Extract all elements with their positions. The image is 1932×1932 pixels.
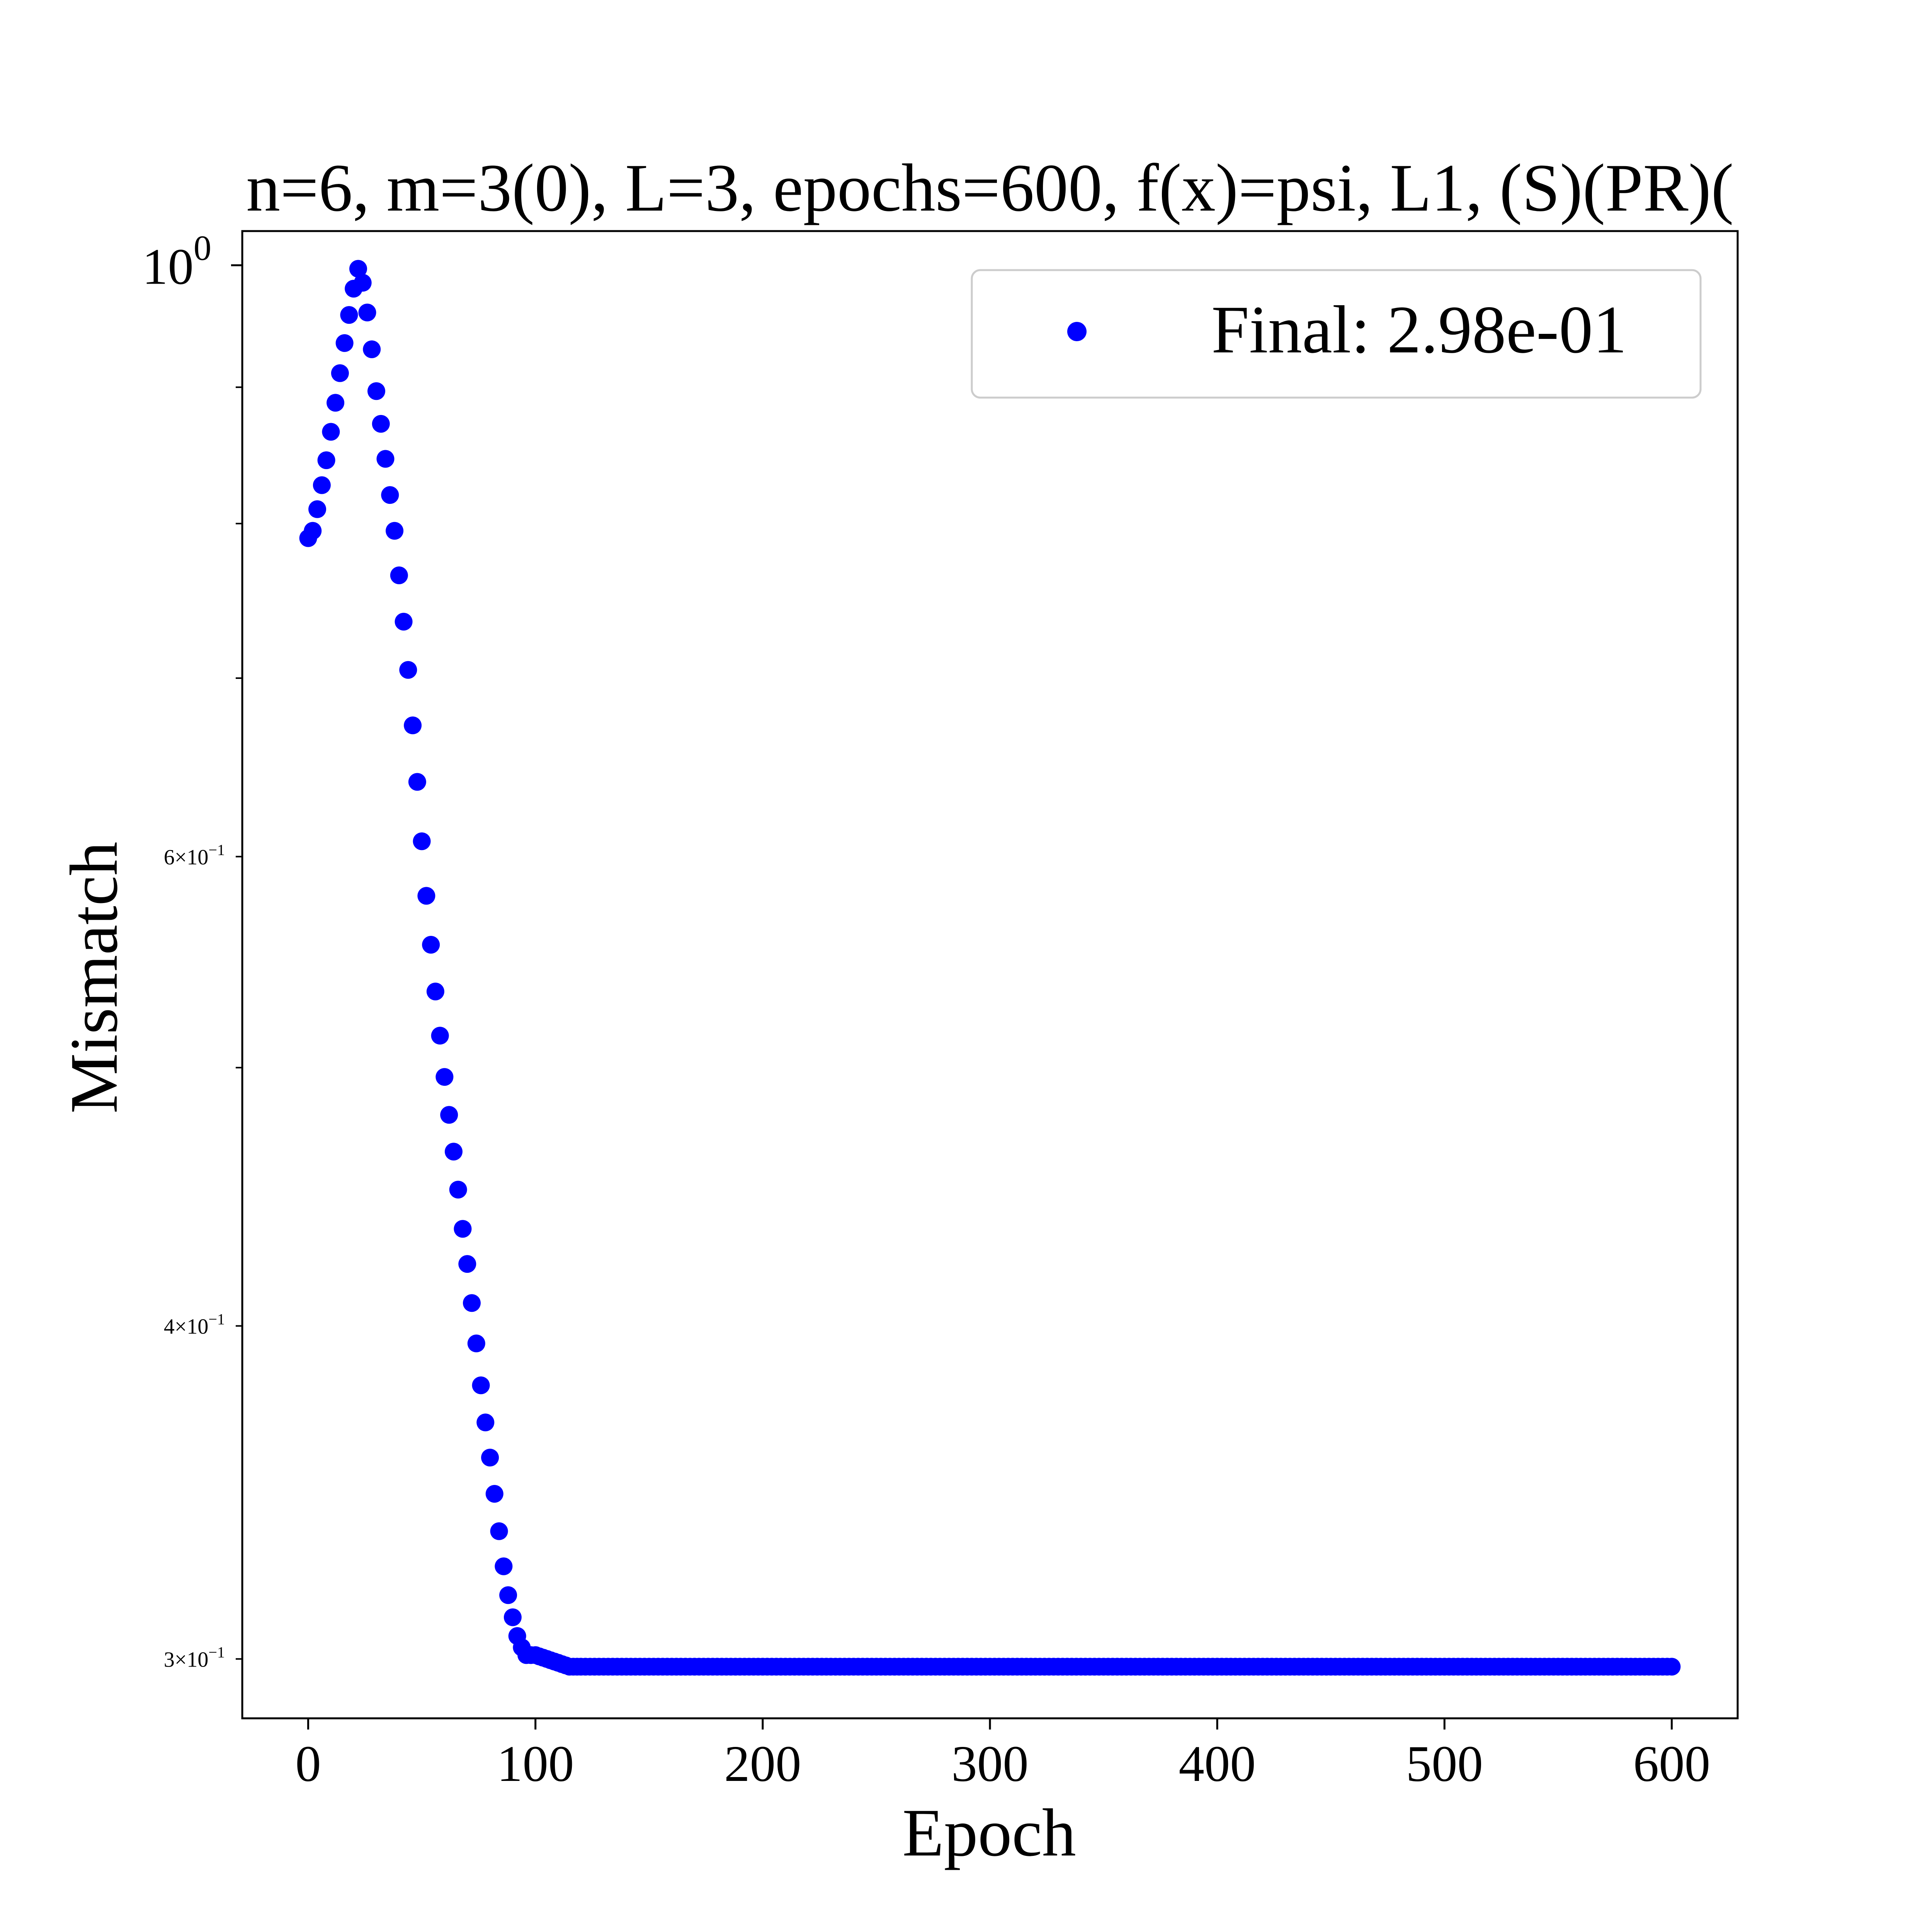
data-point (490, 1522, 508, 1540)
data-point (358, 303, 376, 321)
data-point (335, 334, 354, 352)
data-point (349, 260, 367, 278)
data-point (476, 1413, 495, 1432)
data-point (304, 522, 322, 540)
legend-marker (1067, 322, 1087, 341)
data-point (485, 1485, 503, 1503)
data-point (363, 340, 381, 358)
data-point (322, 423, 340, 441)
x-axis-label: Epoch (902, 1795, 1076, 1871)
data-point (467, 1334, 485, 1352)
data-point (463, 1294, 481, 1312)
data-point (431, 1027, 449, 1045)
data-point (481, 1449, 499, 1467)
data-point (381, 486, 399, 504)
data-point (422, 936, 440, 954)
x-tick-label-500: 500 (1406, 1735, 1483, 1792)
x-tick-label-0: 0 (295, 1735, 321, 1792)
data-point (413, 832, 431, 850)
axes: 0 100 200 300 400 500 600 100 3×10−1 4×10−1 6×10−1 (142, 228, 1739, 1792)
data-point (340, 306, 358, 324)
data-point (454, 1220, 472, 1238)
data-point (458, 1255, 476, 1273)
data-point (354, 274, 372, 292)
data-point (395, 612, 413, 631)
data-point (1658, 1658, 1676, 1676)
x-tick-label-400: 400 (1179, 1735, 1256, 1792)
data-point (386, 522, 404, 540)
data-point (495, 1557, 513, 1575)
y-tick-label-minor: 6×10−1 (164, 841, 225, 869)
x-tick-label-100: 100 (497, 1735, 574, 1792)
data-point (308, 500, 327, 518)
data-point (449, 1180, 467, 1199)
x-tick-label-600: 600 (1633, 1735, 1711, 1792)
data-point (472, 1376, 490, 1395)
chart-title: n=6, m=3(0), L=3, epochs=600, f(x)=psi, … (246, 150, 1734, 226)
plot-frame (241, 230, 1739, 1719)
y-tick-label-minor: 4×10−1 (164, 1311, 225, 1339)
y-tick-label-minor: 3×10−1 (164, 1643, 225, 1672)
x-tick-label-200: 200 (724, 1735, 801, 1792)
data-point (440, 1106, 458, 1124)
data-point (317, 451, 335, 469)
data-point (503, 1608, 522, 1626)
x-tick-label-300: 300 (951, 1735, 1029, 1792)
data-points (299, 260, 1681, 1676)
data-point (435, 1068, 454, 1086)
data-point (499, 1586, 517, 1604)
data-point (313, 476, 331, 494)
data-point (372, 415, 390, 433)
legend-entry: Final: 2.98e-01 (1211, 292, 1627, 367)
legend-box (971, 269, 1702, 399)
data-point (445, 1143, 463, 1161)
y-axis-label: Mismatch (56, 842, 132, 1114)
data-point (327, 394, 345, 412)
y-tick-label-major: 100 (142, 228, 211, 295)
data-point (367, 382, 385, 400)
data-point (404, 716, 422, 735)
data-point (408, 773, 426, 791)
data-point (426, 983, 444, 1000)
data-point (390, 566, 408, 584)
data-point (376, 450, 395, 468)
data-point (399, 661, 417, 679)
data-point (331, 364, 349, 382)
data-point (417, 887, 435, 905)
legend: Final: 2.98e-01 (971, 269, 1702, 399)
